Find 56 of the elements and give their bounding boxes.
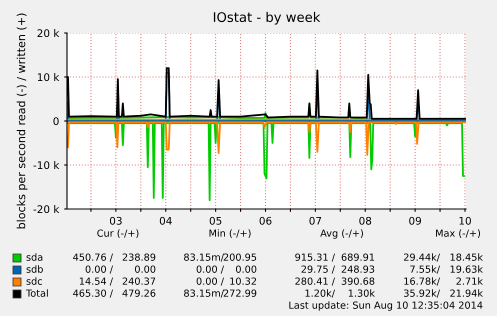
text: 465.30 / [73, 289, 113, 298]
text: 7.55k/ [410, 265, 440, 274]
y-tick-label: 20 k [38, 29, 60, 38]
y-tick-label: 0 [53, 117, 59, 126]
x-tick-label: 05 [210, 216, 222, 225]
text: 0.00 [236, 265, 256, 273]
text: 280.41 / [295, 277, 335, 286]
x-tick-label: 07 [309, 216, 322, 225]
x-tick-label: 03 [110, 216, 122, 225]
text: 21.94k [450, 289, 483, 297]
text: 29.44k/ [404, 253, 440, 262]
text: Avg (-/+) [320, 229, 363, 239]
y-axis-title: blocks per second read (-) / written (+) [16, 14, 28, 228]
x-tick-label: 08 [359, 216, 372, 225]
legend-label: sda [26, 253, 42, 261]
text: 10.32 [230, 277, 256, 285]
chart-title: IOstat - by week [214, 12, 320, 25]
text: 14.54 / [80, 278, 113, 286]
text: 0.00 / [196, 277, 224, 286]
text: Max (-/+) [436, 229, 480, 238]
text: 0.00 / [86, 265, 113, 274]
text: 689.91 [342, 253, 374, 261]
text: 1.30k [348, 289, 375, 297]
text: 0.00 / [196, 265, 224, 274]
text: 2.71k [456, 277, 483, 285]
text: 272.99 [224, 289, 256, 297]
text: 35.92k/ [404, 289, 440, 298]
text: Min (-/+) [210, 229, 251, 238]
text: 0.00 [134, 265, 156, 273]
text: 83.15m/ [184, 289, 224, 298]
text: 1.20k/ [306, 289, 335, 298]
y-tick-label: -10 k [34, 161, 60, 170]
y-tick-label: -20 k [34, 205, 60, 214]
text: 16.78k/ [404, 277, 440, 286]
text: 450.76 / [73, 253, 113, 262]
text: 83.15m/ [184, 253, 224, 262]
text: 18.45k [450, 253, 483, 261]
x-tick-label: 09 [409, 216, 422, 225]
text: Last update: Sun Aug 10 12:35:04 2014 [289, 301, 482, 311]
text: 248.93 [342, 265, 374, 273]
y-tick-label: 10 k [38, 73, 60, 82]
x-tick-label: 06 [260, 216, 272, 225]
text: 240.37 [122, 277, 156, 285]
legend-label: sdb [26, 265, 43, 273]
text: 200.95 [224, 253, 256, 261]
text: 479.26 [122, 289, 156, 297]
legend-label: Total [26, 289, 48, 297]
text: 915.31 / [295, 253, 335, 262]
x-tick-label: 10 [460, 216, 471, 225]
text: Cur (-/+) [97, 229, 138, 238]
text: 390.68 [342, 277, 374, 285]
text: 29.75 / [302, 265, 335, 274]
text: 238.89 [122, 253, 156, 261]
text: 19.63k [450, 265, 483, 273]
x-tick-label: 04 [160, 216, 172, 225]
legend-label: sdc [26, 277, 42, 285]
